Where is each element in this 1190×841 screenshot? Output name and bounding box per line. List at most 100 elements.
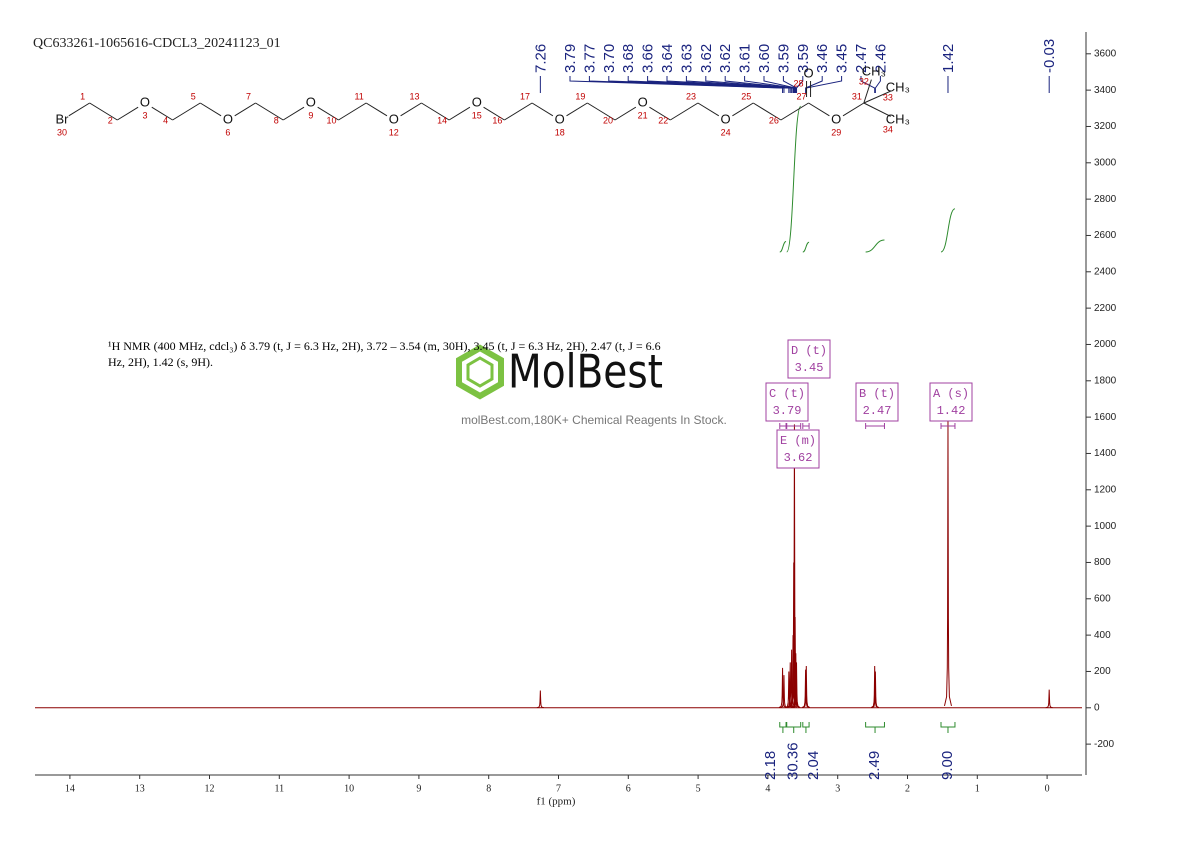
atom-number: 29 [831, 127, 841, 137]
atom-number: 3 [142, 110, 147, 120]
atom-number: 34 [883, 124, 893, 134]
peak-label: 3.59 [795, 44, 812, 73]
multiplet-label: A (s) [933, 387, 969, 401]
bond [504, 102, 533, 121]
multiplet-range [802, 423, 810, 429]
atom-number: 13 [409, 91, 419, 101]
atom-number: 8 [274, 115, 279, 125]
atom-symbol: O [638, 94, 648, 109]
atom-number: 15 [472, 110, 482, 120]
multiplet-box [787, 339, 831, 379]
peak-label-leader [627, 76, 791, 93]
atom-symbol: O [721, 111, 731, 126]
y-tick-label: -200 [1094, 739, 1114, 750]
peak-label: 3.79 [562, 44, 579, 73]
peak-label: 3.46 [814, 44, 831, 73]
integral-label: 9.00 [939, 751, 956, 780]
multiplet-box [776, 429, 820, 469]
peak-label: 1.42 [940, 44, 957, 73]
y-tick-label: 2400 [1094, 266, 1117, 277]
peak-label: 3.66 [640, 44, 657, 73]
x-tick-label: 7 [556, 783, 561, 794]
peak [870, 665, 879, 708]
peak-label-leader [805, 76, 823, 93]
x-tick-label: 6 [626, 783, 631, 794]
x-axis-label: f1 (ppm) [537, 796, 576, 808]
multiplet-box [855, 382, 899, 422]
integral-bracket [940, 722, 956, 733]
bond [649, 106, 671, 121]
atom-number: 20 [603, 115, 613, 125]
peak [871, 671, 880, 708]
peak-label-leader [666, 76, 794, 93]
atom-number: 7 [246, 91, 251, 101]
peak-label: -0.03 [1041, 39, 1058, 73]
multiplet-shift: 3.45 [795, 361, 824, 375]
peak [1045, 689, 1053, 709]
atom-number: 12 [389, 127, 399, 137]
integral-label: 2.04 [805, 751, 822, 780]
atom-symbol: O [389, 111, 399, 126]
chart-title: QC633261-1065616-CDCL3_20241123_01 [33, 36, 281, 51]
bond [338, 102, 367, 121]
atom-number: 25 [741, 91, 751, 101]
y-tick-label: 3600 [1094, 48, 1117, 59]
atom-symbol: O [555, 111, 565, 126]
x-tick-label: 9 [416, 783, 421, 794]
bond [234, 102, 256, 117]
y-tick-label: 800 [1094, 557, 1111, 568]
bond [483, 106, 505, 121]
integral-label: 30.36 [785, 742, 802, 780]
bond [448, 106, 471, 121]
bond [117, 106, 139, 121]
y-tick-label: 3200 [1094, 121, 1117, 132]
atom-symbol: O [140, 94, 150, 109]
x-tick-label: 3 [835, 783, 840, 794]
atom-number: 19 [575, 91, 585, 101]
y-tick-label: 2600 [1094, 230, 1117, 241]
peak-label-leader [860, 76, 876, 93]
bond [172, 102, 201, 121]
atom-number: 10 [326, 115, 336, 125]
x-tick-label: 8 [486, 783, 491, 794]
multiplet-label: D (t) [791, 344, 827, 358]
nmr-description: ¹H NMR (400 MHz, cdcl₃) δ 3.79 (t, J = 6… [108, 339, 661, 369]
peak-label-leader [685, 76, 795, 93]
peak-label: 2.46 [872, 44, 889, 73]
atom-number: 22 [658, 115, 668, 125]
multiplet-range [940, 423, 956, 429]
peak [801, 669, 810, 708]
logo-ring [466, 356, 494, 388]
x-tick-label: 4 [765, 783, 770, 794]
y-tick-label: 1600 [1094, 412, 1117, 423]
atom-number: 28 [794, 78, 804, 88]
bond [400, 102, 422, 117]
peak-label-leader [874, 76, 881, 93]
peak-label: 3.70 [601, 44, 618, 73]
x-tick-label: 10 [344, 783, 354, 794]
bond [531, 102, 554, 117]
y-tick-label: 1400 [1094, 448, 1117, 459]
integral-label: 2.49 [866, 751, 883, 780]
bond [282, 106, 305, 121]
peak-label: 3.68 [620, 44, 637, 73]
y-tick-label: 400 [1094, 630, 1111, 641]
peak-label: 3.62 [717, 44, 734, 73]
x-tick-label: 1 [975, 783, 980, 794]
integral-bracket [786, 722, 802, 733]
atom-symbol: CH₃ [886, 79, 910, 94]
peak [792, 662, 801, 708]
y-tick-label: 1200 [1094, 484, 1117, 495]
x-tick-label: 0 [1045, 783, 1050, 794]
watermark-brand: MolBest [508, 345, 663, 399]
x-tick-label: 13 [135, 783, 145, 794]
multiplet-shift: 3.79 [773, 404, 802, 418]
multiplet-shift: 2.47 [863, 404, 892, 418]
atom-symbol: Br [56, 111, 70, 126]
bond [863, 102, 891, 117]
bond [151, 106, 173, 121]
peak-label-leader [763, 76, 797, 93]
y-tick-label: 1800 [1094, 375, 1117, 386]
